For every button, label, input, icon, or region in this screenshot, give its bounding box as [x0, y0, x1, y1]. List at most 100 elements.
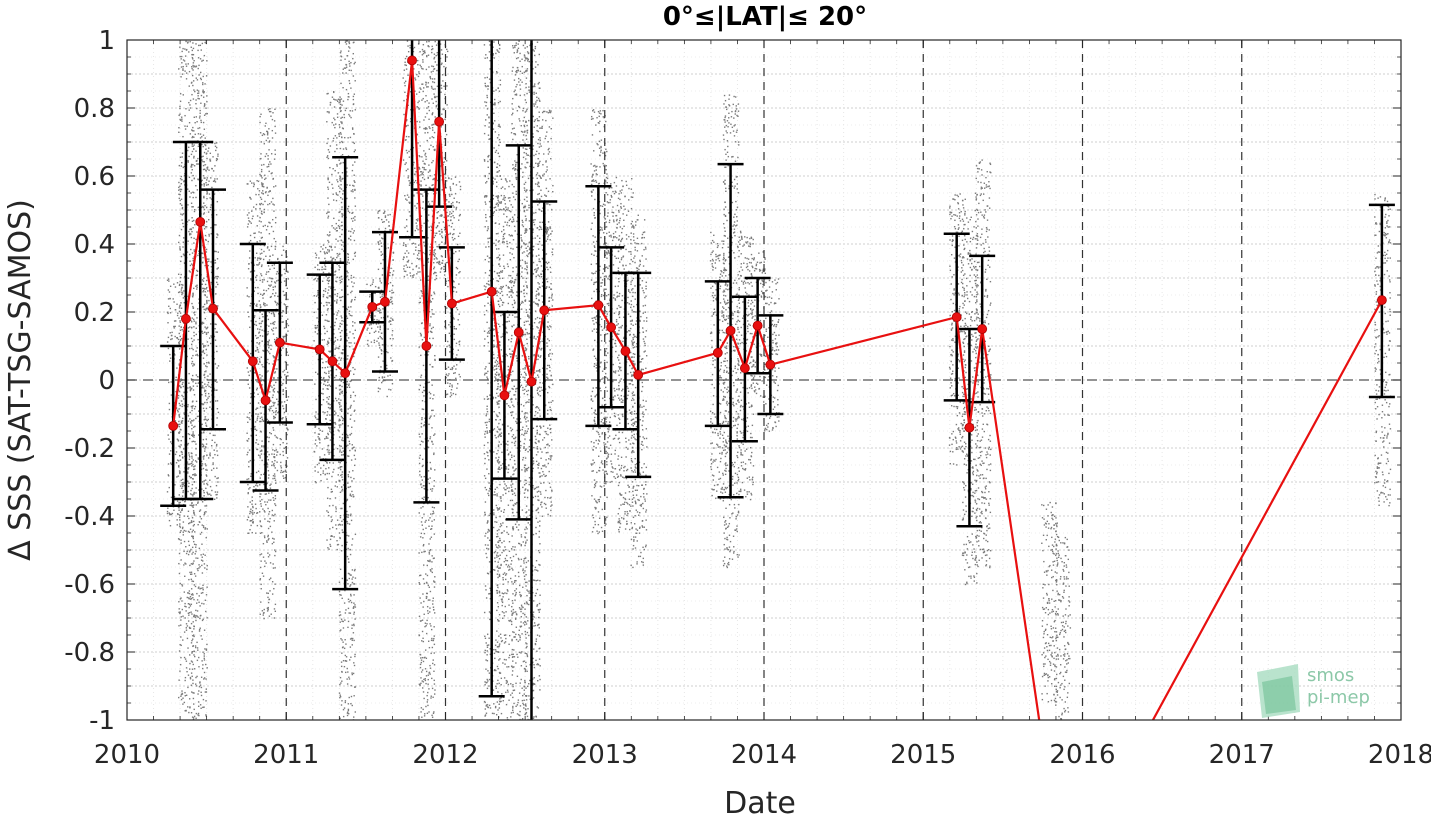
- scatter-point: [202, 526, 205, 529]
- scatter-point: [284, 476, 287, 479]
- scatter-point: [181, 73, 184, 75]
- scatter-point: [179, 598, 182, 600]
- scatter-point: [246, 226, 249, 228]
- scatter-point: [189, 676, 192, 679]
- scatter-point: [183, 180, 185, 183]
- scatter-point: [347, 434, 349, 437]
- scatter-point: [420, 677, 422, 679]
- scatter-point: [323, 305, 325, 307]
- scatter-point: [429, 337, 431, 340]
- scatter-point: [417, 106, 419, 109]
- scatter-point: [205, 505, 208, 507]
- scatter-point: [339, 393, 341, 396]
- scatter-point: [263, 279, 265, 281]
- scatter-point: [207, 381, 210, 384]
- scatter-point: [372, 281, 374, 283]
- scatter-point: [270, 115, 272, 117]
- scatter-point: [338, 398, 340, 400]
- scatter-point: [341, 652, 343, 654]
- scatter-point: [184, 575, 186, 577]
- scatter-point: [190, 419, 193, 422]
- scatter-point: [284, 361, 287, 363]
- scatter-point: [214, 400, 217, 402]
- scatter-point: [422, 201, 424, 203]
- scatter-point: [423, 678, 425, 681]
- scatter-point: [349, 406, 352, 408]
- scatter-point: [206, 192, 209, 194]
- scatter-point: [187, 330, 190, 333]
- scatter-point: [204, 177, 206, 179]
- scatter-point: [344, 58, 346, 60]
- scatter-point: [187, 540, 190, 543]
- scatter-point: [207, 392, 210, 395]
- scatter-point: [351, 581, 354, 584]
- scatter-point: [266, 132, 269, 135]
- scatter-point: [204, 371, 206, 373]
- scatter-point: [334, 228, 336, 230]
- scatter-point: [274, 401, 276, 404]
- scatter-point: [423, 424, 425, 427]
- scatter-point: [333, 98, 335, 100]
- scatter-point: [333, 455, 335, 457]
- scatter-point: [330, 246, 333, 248]
- scatter-point: [392, 285, 394, 287]
- scatter-point: [202, 90, 204, 93]
- scatter-point: [325, 301, 328, 304]
- scatter-point: [272, 464, 275, 466]
- scatter-point: [429, 590, 432, 593]
- scatter-point: [354, 188, 356, 191]
- scatter-point: [188, 190, 190, 193]
- scatter-point: [247, 506, 249, 508]
- scatter-point: [321, 339, 324, 341]
- scatter-point: [203, 419, 205, 421]
- scatter-point: [348, 60, 350, 63]
- scatter-point: [414, 179, 417, 182]
- scatter-point: [216, 275, 219, 278]
- scatter-point: [261, 279, 264, 281]
- scatter-point: [166, 341, 169, 343]
- scatter-point: [199, 533, 202, 535]
- scatter-point: [391, 289, 393, 292]
- scatter-point: [274, 449, 276, 452]
- scatter-point: [195, 676, 197, 679]
- scatter-point: [391, 292, 393, 294]
- scatter-point: [206, 643, 208, 646]
- scatter-point: [181, 453, 183, 455]
- scatter-point: [204, 104, 206, 106]
- scatter-point: [178, 494, 180, 496]
- scatter-point: [271, 218, 274, 221]
- scatter-point: [253, 270, 256, 272]
- scatter-point: [204, 463, 207, 465]
- scatter-point: [246, 478, 248, 481]
- scatter-point: [351, 538, 354, 540]
- scatter-point: [422, 543, 425, 546]
- scatter-point: [253, 485, 255, 488]
- scatter-point: [334, 485, 336, 487]
- scatter-point: [403, 265, 405, 267]
- scatter-point: [206, 354, 208, 356]
- scatter-point: [346, 40, 348, 42]
- scatter-point: [198, 685, 201, 688]
- scatter-point: [261, 418, 264, 421]
- scatter-point: [178, 470, 181, 472]
- scatter-point: [189, 99, 192, 102]
- scatter-point: [190, 422, 192, 424]
- scatter-point: [247, 516, 250, 518]
- scatter-point: [332, 140, 334, 142]
- scatter-point: [209, 342, 212, 345]
- scatter-point: [339, 187, 341, 189]
- scatter-point: [432, 65, 435, 68]
- scatter-point: [339, 392, 341, 395]
- scatter-point: [345, 660, 348, 662]
- scatter-point: [192, 594, 194, 596]
- scatter-point: [190, 489, 192, 492]
- scatter-point: [406, 250, 408, 252]
- scatter-point: [431, 124, 433, 126]
- scatter-point: [349, 553, 352, 556]
- scatter-point: [198, 586, 200, 588]
- scatter-point: [190, 642, 193, 644]
- scatter-point: [204, 205, 206, 207]
- scatter-point: [201, 387, 203, 389]
- scatter-point: [345, 315, 348, 317]
- scatter-point: [216, 381, 218, 383]
